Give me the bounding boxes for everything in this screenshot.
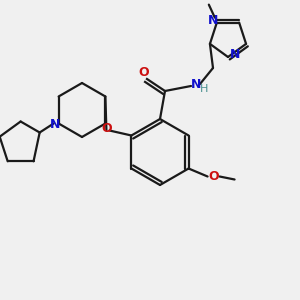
Text: H: H <box>200 84 208 94</box>
Text: N: N <box>208 14 218 27</box>
Text: O: O <box>101 122 112 135</box>
Text: O: O <box>208 170 219 183</box>
Text: N: N <box>191 77 201 91</box>
Text: N: N <box>230 49 240 62</box>
Text: N: N <box>50 118 60 131</box>
Text: O: O <box>139 65 149 79</box>
